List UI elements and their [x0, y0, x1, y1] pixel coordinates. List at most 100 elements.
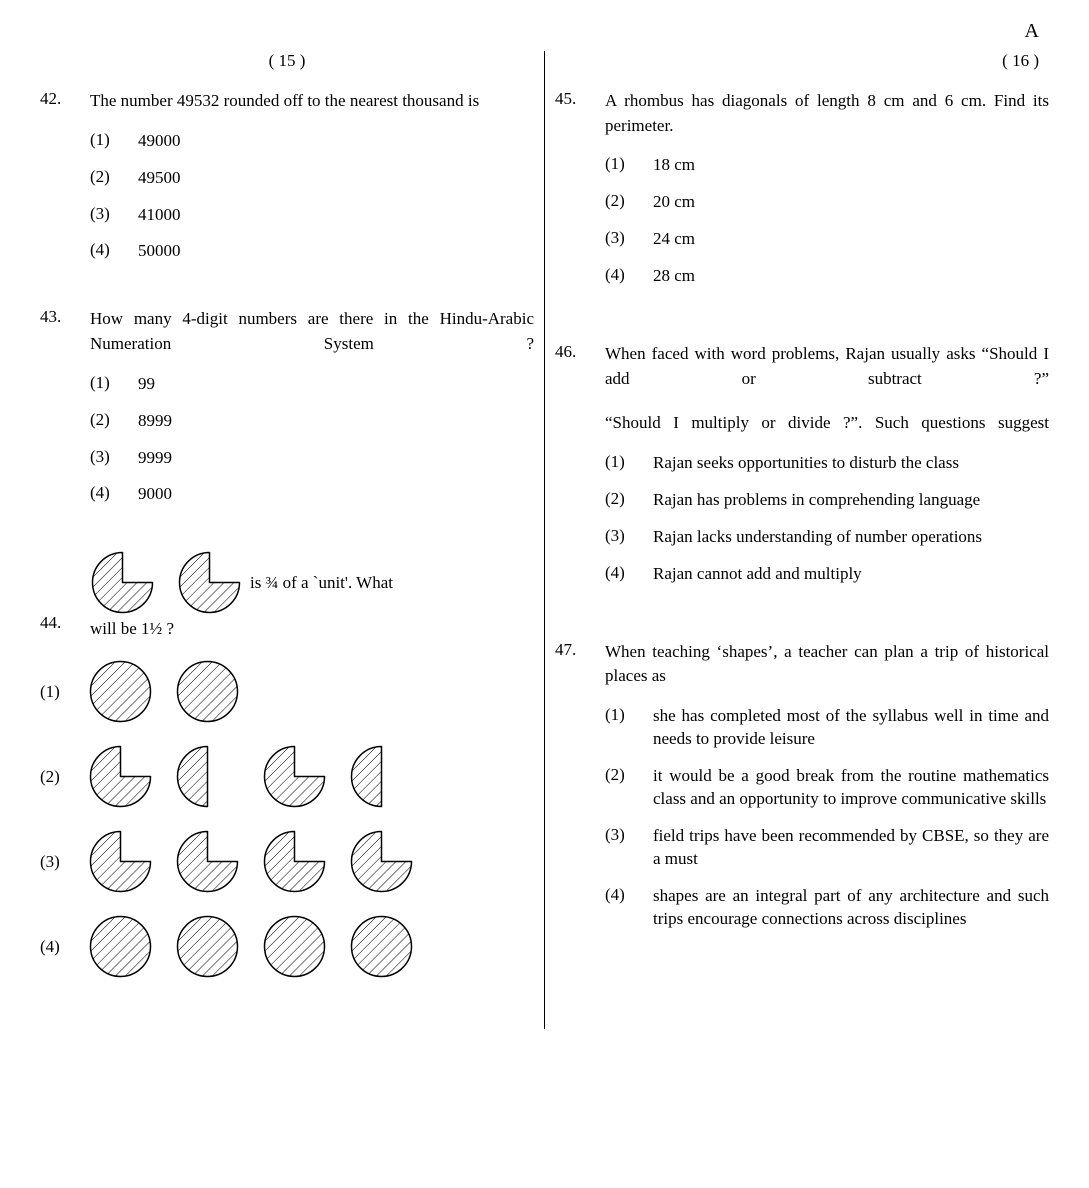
- option-text: it would be a good break from the routin…: [653, 765, 1049, 811]
- question-text: The number 49532 rounded off to the near…: [90, 89, 534, 114]
- option: (2): [40, 744, 534, 809]
- option: (2)it would be a good break from the rou…: [605, 765, 1049, 811]
- option: (3)24 cm: [605, 228, 1049, 251]
- option: (1)49000: [90, 130, 534, 153]
- question-47: 47. When teaching ‘shapes’, a teacher ca…: [555, 640, 1049, 945]
- question-number: 43.: [40, 307, 90, 327]
- option: (1)she has completed most of the syllabu…: [605, 705, 1049, 751]
- option-number: (2): [40, 767, 88, 787]
- option-number: (3): [605, 228, 653, 248]
- option-text: Rajan seeks opportunities to disturb the…: [653, 452, 1049, 475]
- question-42: 42. The number 49532 rounded off to the …: [40, 89, 534, 277]
- option-text: 8999: [138, 410, 534, 433]
- question-number: 46.: [555, 342, 605, 362]
- option: (1)18 cm: [605, 154, 1049, 177]
- paper-series-letter: A: [30, 20, 1059, 43]
- page-number-left: ( 15 ): [40, 51, 534, 71]
- option: (4): [40, 914, 534, 979]
- option: (4)shapes are an integral part of any ar…: [605, 885, 1049, 931]
- option-text: shapes are an integral part of any archi…: [653, 885, 1049, 931]
- options-list: (1)18 cm (2)20 cm (3)24 cm (4)28 cm: [605, 154, 1049, 288]
- option-text: 28 cm: [653, 265, 1049, 288]
- option-text: Rajan cannot add and multiply: [653, 563, 1049, 586]
- option-text: 49500: [138, 167, 534, 190]
- option-text: 18 cm: [653, 154, 1049, 177]
- option-number: (4): [90, 240, 138, 260]
- option: (1)Rajan seeks opportunities to disturb …: [605, 452, 1049, 475]
- option-number: (1): [605, 452, 653, 472]
- option-text: Rajan has problems in comprehending lang…: [653, 489, 1049, 512]
- option-number: (1): [605, 705, 653, 725]
- option-number: (2): [90, 410, 138, 430]
- option-number: (1): [90, 130, 138, 150]
- question-text: How many 4-digit numbers are there in th…: [90, 307, 534, 356]
- option-text: 9999: [138, 447, 534, 470]
- question-text-line1: When faced with word problems, Rajan usu…: [605, 342, 1049, 391]
- option-text: 24 cm: [653, 228, 1049, 251]
- page-number-right: ( 16 ): [555, 51, 1049, 71]
- option: (3)Rajan lacks understanding of number o…: [605, 526, 1049, 549]
- option: (4)Rajan cannot add and multiply: [605, 563, 1049, 586]
- question-number: 47.: [555, 640, 605, 660]
- option: (4)9000: [90, 483, 534, 506]
- option: (3)field trips have been recommended by …: [605, 825, 1049, 871]
- option: (3)9999: [90, 447, 534, 470]
- option-number: (2): [605, 489, 653, 509]
- option-number: (4): [605, 885, 653, 905]
- option: (1): [40, 659, 534, 724]
- option: (2)49500: [90, 167, 534, 190]
- question-text-line2: “Should I multiply or divide ?”. Such qu…: [605, 411, 1049, 436]
- question-number: 45.: [555, 89, 605, 109]
- options-list: (1)she has completed most of the syllabu…: [605, 705, 1049, 931]
- left-column: ( 15 ) 42. The number 49532 rounded off …: [30, 51, 545, 1029]
- option: (4)28 cm: [605, 265, 1049, 288]
- option: (3)41000: [90, 204, 534, 227]
- question-45: 45. A rhombus has diagonals of length 8 …: [555, 89, 1049, 302]
- stem-pie-shapes: [90, 550, 242, 615]
- option-number: (4): [40, 937, 88, 957]
- option-text: field trips have been recommended by CBS…: [653, 825, 1049, 871]
- option-number: (1): [40, 682, 88, 702]
- option-text: 49000: [138, 130, 534, 153]
- question-46: 46. When faced with word problems, Rajan…: [555, 342, 1049, 600]
- question-number: 44.: [40, 613, 90, 633]
- option-number: (4): [90, 483, 138, 503]
- option-number: (3): [605, 825, 653, 845]
- option-text: 50000: [138, 240, 534, 263]
- option-number: (2): [605, 191, 653, 211]
- option-pie-shapes: [88, 659, 240, 724]
- options-list: (1)49000 (2)49500 (3)41000 (4)50000: [90, 130, 534, 264]
- option: (2)Rajan has problems in comprehending l…: [605, 489, 1049, 512]
- option: (1)99: [90, 373, 534, 396]
- option-text: 41000: [138, 204, 534, 227]
- question-text: When teaching ‘shapes’, a teacher can pl…: [605, 640, 1049, 689]
- option-text: 20 cm: [653, 191, 1049, 214]
- question-text: A rhombus has diagonals of length 8 cm a…: [605, 89, 1049, 138]
- option-number: (2): [605, 765, 653, 785]
- option: (2)8999: [90, 410, 534, 433]
- option-pie-shapes: [88, 744, 414, 809]
- options-list: (1)99 (2)8999 (3)9999 (4)9000: [90, 373, 534, 507]
- option-text: she has completed most of the syllabus w…: [653, 705, 1049, 751]
- option-number: (3): [40, 852, 88, 872]
- question-stem-with-shapes: is ¾ of a `unit'. What: [90, 550, 534, 615]
- option: (3): [40, 829, 534, 894]
- option-number: (2): [90, 167, 138, 187]
- option-text: 9000: [138, 483, 534, 506]
- option-text: Rajan lacks understanding of number oper…: [653, 526, 1049, 549]
- option-number: (3): [605, 526, 653, 546]
- option: (4)50000: [90, 240, 534, 263]
- question-number: 42.: [40, 89, 90, 109]
- option-number: (4): [605, 563, 653, 583]
- question-44: 44. is ¾ of a `unit'. What will be 1½ ?: [40, 550, 534, 999]
- option-number: (4): [605, 265, 653, 285]
- option-text: 99: [138, 373, 534, 396]
- question-43: 43. How many 4-digit numbers are there i…: [40, 307, 534, 520]
- options-list: (1) (2): [40, 659, 534, 999]
- option: (2)20 cm: [605, 191, 1049, 214]
- question-text-mid: is ¾ of a `unit'. What: [250, 573, 393, 593]
- question-text-tail: will be 1½ ?: [90, 619, 534, 639]
- right-column: ( 16 ) 45. A rhombus has diagonals of le…: [545, 51, 1059, 1029]
- option-number: (1): [90, 373, 138, 393]
- option-number: (3): [90, 204, 138, 224]
